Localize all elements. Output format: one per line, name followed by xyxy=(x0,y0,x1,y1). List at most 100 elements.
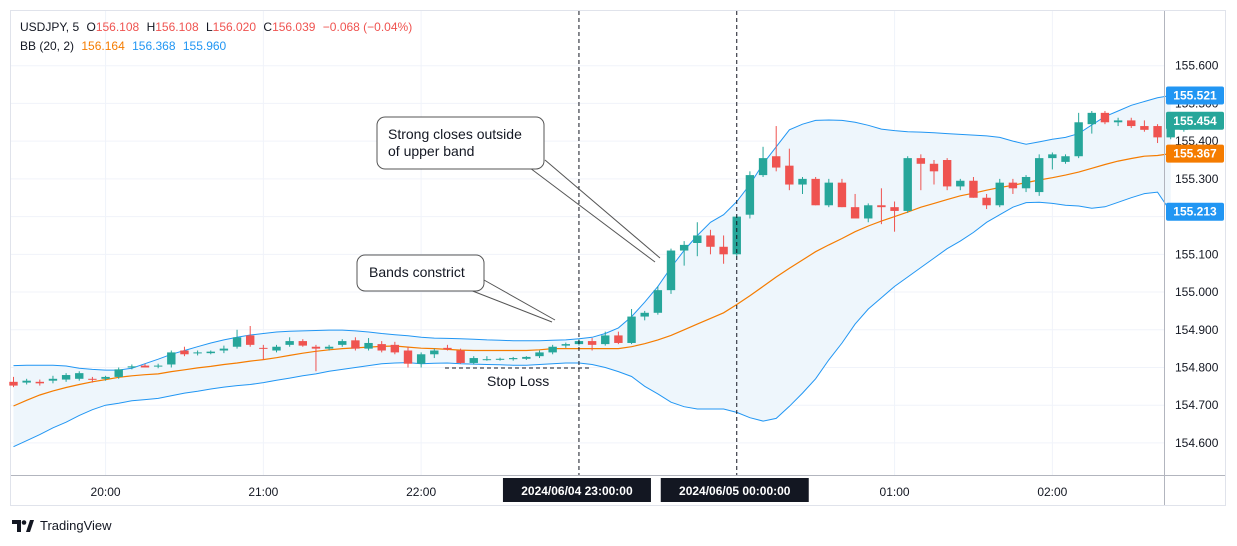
candle[interactable] xyxy=(167,350,176,368)
candle[interactable] xyxy=(666,248,676,294)
candle[interactable] xyxy=(298,339,307,347)
candle[interactable] xyxy=(706,229,715,255)
candle[interactable] xyxy=(1008,178,1018,194)
candle[interactable] xyxy=(61,373,71,382)
candle[interactable] xyxy=(758,146,768,177)
candle[interactable] xyxy=(259,344,268,360)
candle[interactable] xyxy=(798,176,807,194)
candle[interactable] xyxy=(1113,117,1123,127)
annotation-bands-constrict[interactable]: Bands constrict xyxy=(356,254,556,323)
candle[interactable] xyxy=(377,341,386,353)
candle[interactable] xyxy=(929,160,939,185)
candle[interactable] xyxy=(9,376,18,388)
candle[interactable] xyxy=(1140,120,1149,132)
candle[interactable] xyxy=(548,344,557,355)
candle[interactable] xyxy=(995,178,1004,208)
candle[interactable] xyxy=(482,356,492,361)
candle[interactable] xyxy=(285,337,294,347)
candle[interactable] xyxy=(903,156,912,213)
candle[interactable] xyxy=(443,344,452,351)
candle[interactable] xyxy=(495,357,505,361)
candle[interactable] xyxy=(877,188,886,225)
candle[interactable] xyxy=(535,350,544,359)
candle[interactable] xyxy=(890,201,899,232)
time-axis[interactable]: 20:00 21:00 22:00 01:00 02:00 xyxy=(91,485,1068,499)
candle[interactable] xyxy=(1100,110,1110,125)
candle[interactable] xyxy=(246,325,255,347)
candle[interactable] xyxy=(75,371,84,381)
candle[interactable] xyxy=(1074,112,1083,159)
annotation-strong-closes[interactable]: Strong closes outside of upper band xyxy=(376,116,661,263)
candle[interactable] xyxy=(509,356,518,361)
candle[interactable] xyxy=(745,171,755,219)
candle[interactable] xyxy=(311,344,321,372)
candle[interactable] xyxy=(22,378,31,385)
candle[interactable] xyxy=(1035,154,1044,196)
candle[interactable] xyxy=(153,363,163,369)
candle[interactable] xyxy=(969,176,978,198)
candle[interactable] xyxy=(942,158,952,191)
candle[interactable] xyxy=(627,309,636,345)
candle[interactable] xyxy=(1087,110,1096,134)
y-tick-label: 155.000 xyxy=(1175,285,1219,299)
annotation-box xyxy=(356,254,485,292)
candle[interactable] xyxy=(101,375,110,381)
candle[interactable] xyxy=(601,331,610,346)
candle[interactable] xyxy=(850,193,860,219)
candle[interactable] xyxy=(956,178,965,191)
candle[interactable] xyxy=(180,346,189,357)
candle[interactable] xyxy=(416,352,426,368)
candle[interactable] xyxy=(403,346,413,368)
candle[interactable] xyxy=(1127,117,1136,128)
candle[interactable] xyxy=(1021,175,1031,193)
symbol-label[interactable]: USDJPY, 5 xyxy=(20,20,80,34)
candle[interactable] xyxy=(693,222,702,257)
candle[interactable] xyxy=(351,337,360,351)
candle[interactable] xyxy=(587,338,597,351)
candle[interactable] xyxy=(811,176,820,206)
stop-loss-marker[interactable]: Stop Loss xyxy=(445,367,592,389)
candle[interactable] xyxy=(114,367,123,379)
candle[interactable] xyxy=(679,241,689,266)
candle[interactable] xyxy=(456,348,465,364)
candle[interactable] xyxy=(561,342,570,348)
candle[interactable] xyxy=(982,193,991,210)
candle[interactable] xyxy=(127,364,137,370)
bb-label[interactable]: BB (20, 2) xyxy=(20,39,75,53)
change-value: −0.068 (−0.04%) xyxy=(322,20,413,34)
candle[interactable] xyxy=(219,345,229,354)
candle[interactable] xyxy=(1048,152,1057,170)
candle[interactable] xyxy=(719,235,728,264)
candle[interactable] xyxy=(48,375,58,384)
candle[interactable] xyxy=(364,338,373,351)
candle[interactable] xyxy=(864,203,873,223)
candle[interactable] xyxy=(193,350,202,356)
tradingview-label: TradingView xyxy=(40,518,112,533)
candle[interactable] xyxy=(614,331,623,345)
price-label-bg xyxy=(1166,202,1224,221)
candle[interactable] xyxy=(390,341,400,355)
candle[interactable] xyxy=(522,356,531,360)
tradingview-brand[interactable]: TradingView xyxy=(12,518,112,533)
candle[interactable] xyxy=(1153,124,1162,144)
candle[interactable] xyxy=(272,344,281,353)
candle[interactable] xyxy=(640,310,649,321)
candle[interactable] xyxy=(232,329,242,349)
candle[interactable] xyxy=(324,344,334,351)
candle[interactable] xyxy=(653,286,663,315)
candle[interactable] xyxy=(837,178,847,208)
candle[interactable] xyxy=(1061,154,1070,164)
candle[interactable] xyxy=(206,350,215,355)
candle[interactable] xyxy=(916,154,926,191)
candle[interactable] xyxy=(469,356,478,365)
candle-body xyxy=(719,246,728,255)
candle[interactable] xyxy=(785,148,794,191)
candle[interactable] xyxy=(824,178,833,208)
candle[interactable] xyxy=(772,126,781,172)
candle[interactable] xyxy=(430,348,439,359)
candle[interactable] xyxy=(35,379,44,386)
candle[interactable] xyxy=(88,376,97,383)
candle[interactable] xyxy=(140,363,150,368)
candle[interactable] xyxy=(338,339,347,347)
